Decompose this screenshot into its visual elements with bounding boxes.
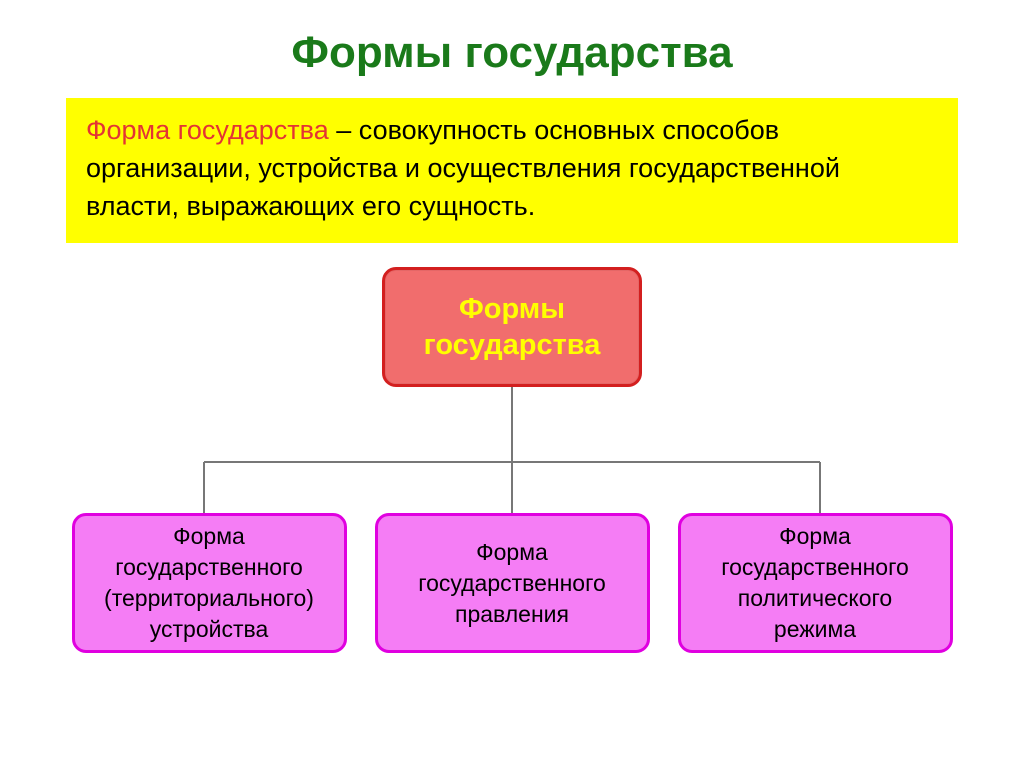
tree-root-label: Формы государства <box>385 291 639 364</box>
tree-root-node: Формы государства <box>382 267 642 387</box>
definition-term: Форма государства <box>86 115 329 145</box>
page-title: Формы государства <box>0 0 1024 98</box>
tree-child-label: Форма государственного правления <box>392 537 633 630</box>
tree-diagram: Формы государства Форма государственного… <box>0 267 1024 687</box>
tree-child-node-2: Форма государственного политического реж… <box>678 513 953 653</box>
tree-child-node-1: Форма государственного правления <box>375 513 650 653</box>
definition-separator: – <box>329 115 359 145</box>
tree-child-row: Форма государственного (территориального… <box>0 513 1024 653</box>
definition-box: Форма государства – совокупность основны… <box>66 98 958 243</box>
tree-child-node-0: Форма государственного (территориального… <box>72 513 347 653</box>
tree-child-label: Форма государственного политического реж… <box>695 521 936 645</box>
tree-child-label: Форма государственного (территориального… <box>89 521 330 645</box>
